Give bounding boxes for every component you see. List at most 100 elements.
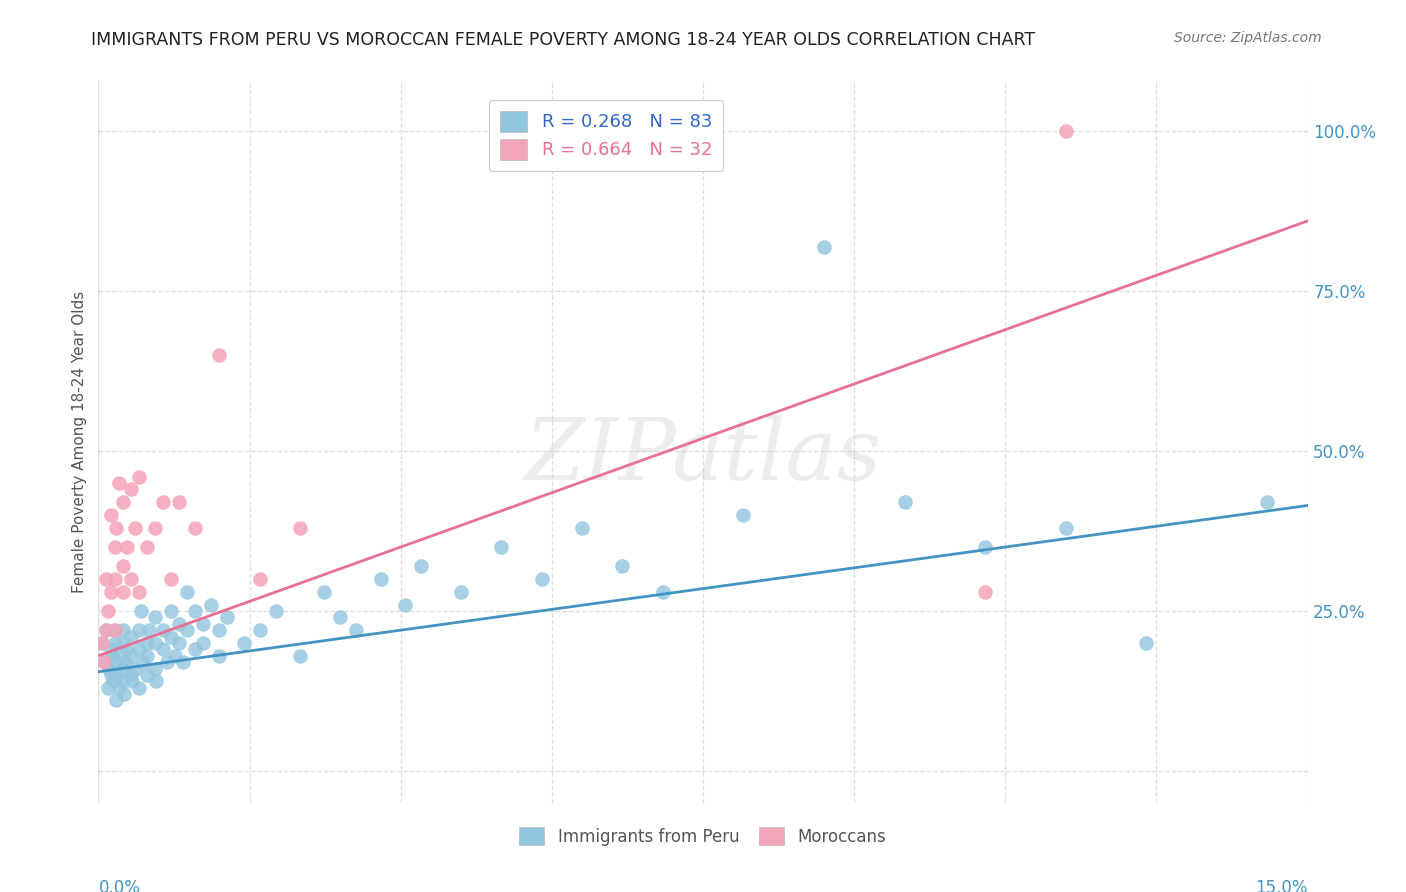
Point <box>974 584 997 599</box>
Point <box>94 655 117 669</box>
Point <box>100 668 122 682</box>
Point <box>184 604 207 618</box>
Point <box>208 648 231 663</box>
Point <box>264 604 287 618</box>
Point <box>100 508 122 522</box>
Point <box>193 636 215 650</box>
Point <box>91 636 114 650</box>
Point <box>733 508 755 522</box>
Point <box>101 648 124 663</box>
Point <box>249 572 271 586</box>
Point <box>120 483 142 497</box>
Point <box>129 604 152 618</box>
Point <box>314 584 336 599</box>
Point <box>103 623 125 637</box>
Point <box>105 693 128 707</box>
Point <box>167 616 190 631</box>
Point <box>97 661 120 675</box>
Point <box>249 623 271 637</box>
Point <box>135 648 157 663</box>
Point <box>107 476 129 491</box>
Point <box>370 572 392 586</box>
Point <box>111 623 134 637</box>
Point <box>124 521 146 535</box>
Point <box>103 623 125 637</box>
Point <box>1054 521 1077 535</box>
Point <box>115 540 138 554</box>
Point <box>132 655 155 669</box>
Point <box>143 521 166 535</box>
Point <box>101 674 124 689</box>
Point <box>120 668 142 682</box>
Point <box>145 674 167 689</box>
Point <box>167 495 190 509</box>
Point <box>115 642 138 657</box>
Point <box>208 348 231 362</box>
Point <box>1135 636 1157 650</box>
Point <box>651 584 673 599</box>
Point <box>217 610 239 624</box>
Point <box>96 572 118 586</box>
Point <box>143 636 166 650</box>
Point <box>111 636 134 650</box>
Point <box>128 623 150 637</box>
Point <box>103 572 125 586</box>
Point <box>105 521 128 535</box>
Point <box>160 630 183 644</box>
Point <box>111 495 134 509</box>
Point <box>893 495 915 509</box>
Point <box>394 598 416 612</box>
Point <box>120 648 142 663</box>
Point <box>176 623 198 637</box>
Point <box>163 648 186 663</box>
Point <box>103 540 125 554</box>
Point <box>105 668 128 682</box>
Point <box>112 687 135 701</box>
Point <box>176 584 198 599</box>
Point <box>100 642 122 657</box>
Point <box>111 674 134 689</box>
Point <box>329 610 352 624</box>
Point <box>128 584 150 599</box>
Text: IMMIGRANTS FROM PERU VS MOROCCAN FEMALE POVERTY AMONG 18-24 YEAR OLDS CORRELATIO: IMMIGRANTS FROM PERU VS MOROCCAN FEMALE … <box>91 31 1035 49</box>
Point <box>135 636 157 650</box>
Point <box>167 636 190 650</box>
Point <box>184 521 207 535</box>
Legend: Immigrants from Peru, Moroccans: Immigrants from Peru, Moroccans <box>513 821 893 852</box>
Point <box>91 636 114 650</box>
Point <box>450 584 472 599</box>
Point <box>208 623 231 637</box>
Point <box>200 598 222 612</box>
Point <box>530 572 553 586</box>
Point <box>138 623 160 637</box>
Point <box>1256 495 1278 509</box>
Point <box>232 636 254 650</box>
Point <box>103 636 125 650</box>
Y-axis label: Female Poverty Among 18-24 Year Olds: Female Poverty Among 18-24 Year Olds <box>72 291 87 592</box>
Point <box>107 681 129 695</box>
Point <box>135 668 157 682</box>
Point <box>612 559 634 574</box>
Text: 15.0%: 15.0% <box>1256 879 1308 892</box>
Point <box>160 572 183 586</box>
Point <box>152 642 174 657</box>
Point <box>128 469 150 483</box>
Point <box>124 661 146 675</box>
Point <box>571 521 593 535</box>
Point <box>97 681 120 695</box>
Point <box>288 521 311 535</box>
Point <box>100 584 122 599</box>
Point <box>1054 124 1077 138</box>
Text: Source: ZipAtlas.com: Source: ZipAtlas.com <box>1174 31 1322 45</box>
Text: 0.0%: 0.0% <box>98 879 141 892</box>
Point <box>111 584 134 599</box>
Point <box>974 540 997 554</box>
Point <box>93 655 115 669</box>
Point <box>120 630 142 644</box>
Point <box>172 655 194 669</box>
Point <box>114 655 136 669</box>
Point <box>128 681 150 695</box>
Point <box>193 616 215 631</box>
Point <box>111 559 134 574</box>
Point <box>97 604 120 618</box>
